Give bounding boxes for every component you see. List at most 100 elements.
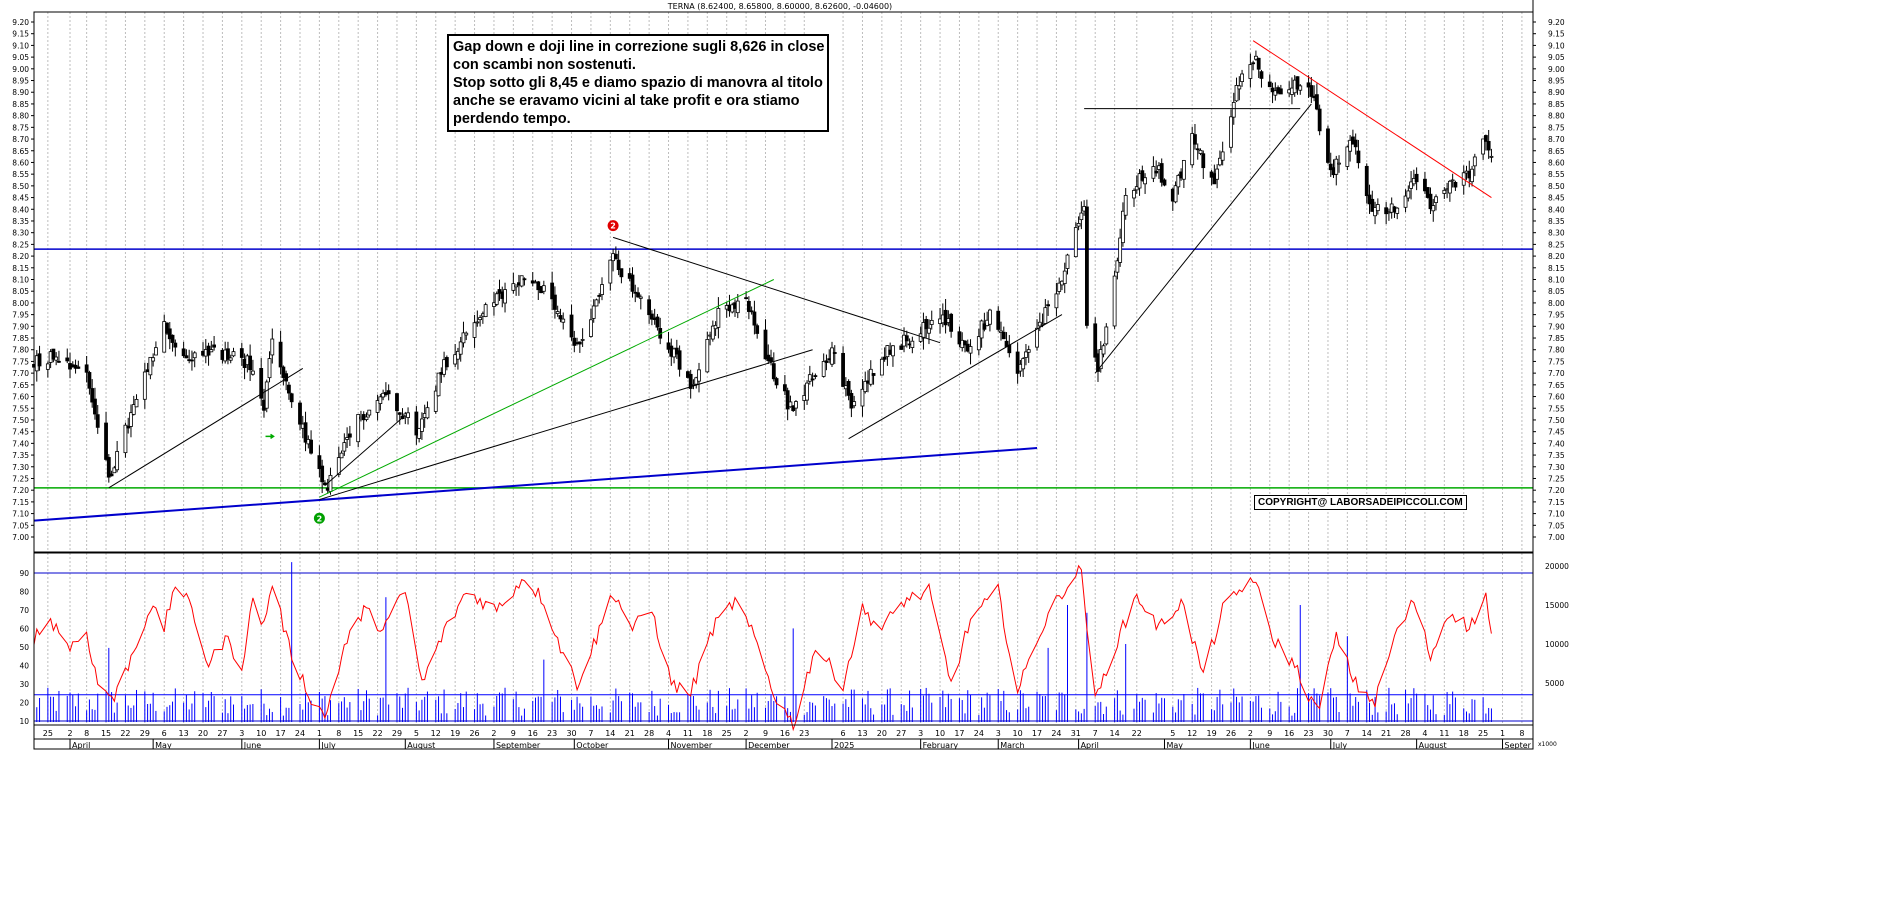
candle-body	[90, 388, 95, 403]
x-day-label: 5	[1170, 729, 1175, 738]
candle-body	[1015, 351, 1020, 374]
candle-body	[126, 425, 131, 429]
candle-body	[594, 299, 599, 307]
candle-body	[550, 282, 555, 300]
x-month-label: July	[1332, 741, 1348, 750]
candle-body	[1054, 293, 1059, 309]
candle-body	[1085, 206, 1089, 326]
x-day-label: 2	[1248, 729, 1253, 738]
candle-body	[1375, 204, 1380, 212]
y-tick-label-left: 8.30	[12, 229, 29, 238]
candle-body	[996, 310, 1001, 330]
candle-body	[1278, 88, 1283, 95]
candle-body	[65, 357, 70, 362]
y-tick-label-left: 7.75	[12, 357, 29, 366]
candle-body	[397, 412, 402, 415]
y-tick-label-left: 7.85	[12, 334, 29, 343]
candle-body	[1309, 85, 1314, 97]
x-month-label: May	[155, 741, 172, 750]
y-tick-label-right: 7.85	[1548, 334, 1565, 343]
y-tick-label-left: 8.15	[12, 264, 29, 273]
x-day-label: 9	[511, 729, 516, 738]
trend-line	[848, 314, 1063, 440]
y-tick-label-right: 7.25	[1548, 474, 1565, 483]
x-month-label: June	[1251, 741, 1270, 750]
candle-body	[744, 297, 748, 300]
candle-body	[852, 401, 857, 407]
y-tick-label-left: 9.20	[12, 18, 29, 27]
candle-body	[317, 455, 322, 470]
y-tick-label-right: 7.15	[1548, 498, 1565, 507]
x-day-label: 3	[996, 729, 1001, 738]
candle-body	[162, 321, 167, 353]
candle-body	[785, 390, 790, 410]
candle-body	[1237, 85, 1242, 90]
x-day-label: 21	[625, 729, 635, 738]
y-tick-label-left: 7.80	[12, 346, 29, 355]
candle-body	[957, 331, 962, 345]
candle-body	[769, 357, 773, 362]
x-day-label: 28	[1400, 729, 1410, 738]
rsi-tick-label: 40	[19, 662, 29, 671]
x-day-label: 29	[140, 729, 150, 738]
x-day-label: 24	[974, 729, 984, 738]
candle-body	[821, 361, 826, 377]
candle-body	[1229, 116, 1233, 148]
y-tick-label-right: 8.25	[1548, 240, 1565, 249]
note-line-2: con scambi non sostenuti.	[453, 57, 636, 73]
x-day-label: 12	[431, 729, 441, 738]
candle-body	[433, 390, 438, 412]
note-line-1: Gap down e doji line in correzione sugli…	[453, 39, 825, 55]
candle-body	[123, 424, 128, 454]
y-tick-label-right: 7.60	[1548, 393, 1565, 402]
candle-body	[464, 332, 469, 336]
candle-body	[863, 380, 868, 393]
y-tick-label-left: 7.25	[12, 474, 29, 483]
candle-body	[763, 329, 768, 360]
candle-body	[167, 328, 172, 340]
candle-body	[1112, 275, 1117, 327]
candle-body	[619, 268, 624, 278]
candle-body	[807, 374, 812, 382]
candle-body	[192, 352, 197, 359]
rsi-tick-label: 30	[19, 680, 29, 689]
y-tick-label-right: 9.00	[1548, 65, 1565, 74]
candle-body	[572, 337, 577, 346]
candle-body	[904, 335, 909, 342]
candle-body	[378, 396, 383, 404]
x-day-label: 6	[841, 729, 846, 738]
analysis-note: Gap down e doji line in correzione sugli…	[447, 34, 829, 132]
candle-body	[320, 465, 325, 483]
candle-body	[553, 294, 557, 310]
x-day-label: 10	[935, 729, 945, 738]
y-tick-label-right: 7.35	[1548, 451, 1565, 460]
x-day-label: 22	[120, 729, 130, 738]
x-day-label: 8	[1519, 729, 1524, 738]
y-tick-label-left: 7.20	[12, 486, 29, 495]
candle-body	[879, 358, 884, 376]
y-tick-label-right: 8.50	[1548, 182, 1565, 191]
candle-body	[345, 437, 349, 440]
candle-body	[813, 375, 818, 377]
candle-body	[1140, 170, 1145, 181]
x-month-label: December	[748, 741, 790, 750]
y-tick-label-right: 7.90	[1548, 322, 1565, 331]
candle-body	[541, 285, 546, 292]
x-day-label: 23	[799, 729, 809, 738]
x-day-label: 13	[179, 729, 189, 738]
candle-body	[267, 358, 272, 379]
x-day-label: 24	[1051, 729, 1061, 738]
volume-tick-label: 15000	[1545, 601, 1569, 610]
y-tick-label-left: 8.10	[12, 276, 29, 285]
candle-body	[1447, 180, 1452, 194]
candle-body	[868, 368, 873, 385]
rsi-tick-label: 60	[19, 625, 29, 634]
candle-body	[57, 360, 61, 363]
candle-body	[503, 289, 507, 304]
candle-body	[1442, 189, 1447, 194]
x-month-label: November	[671, 741, 713, 750]
candle-body	[968, 346, 973, 354]
x-day-label: 1	[317, 729, 322, 738]
candle-body	[1409, 181, 1413, 189]
candle-body	[165, 322, 169, 334]
